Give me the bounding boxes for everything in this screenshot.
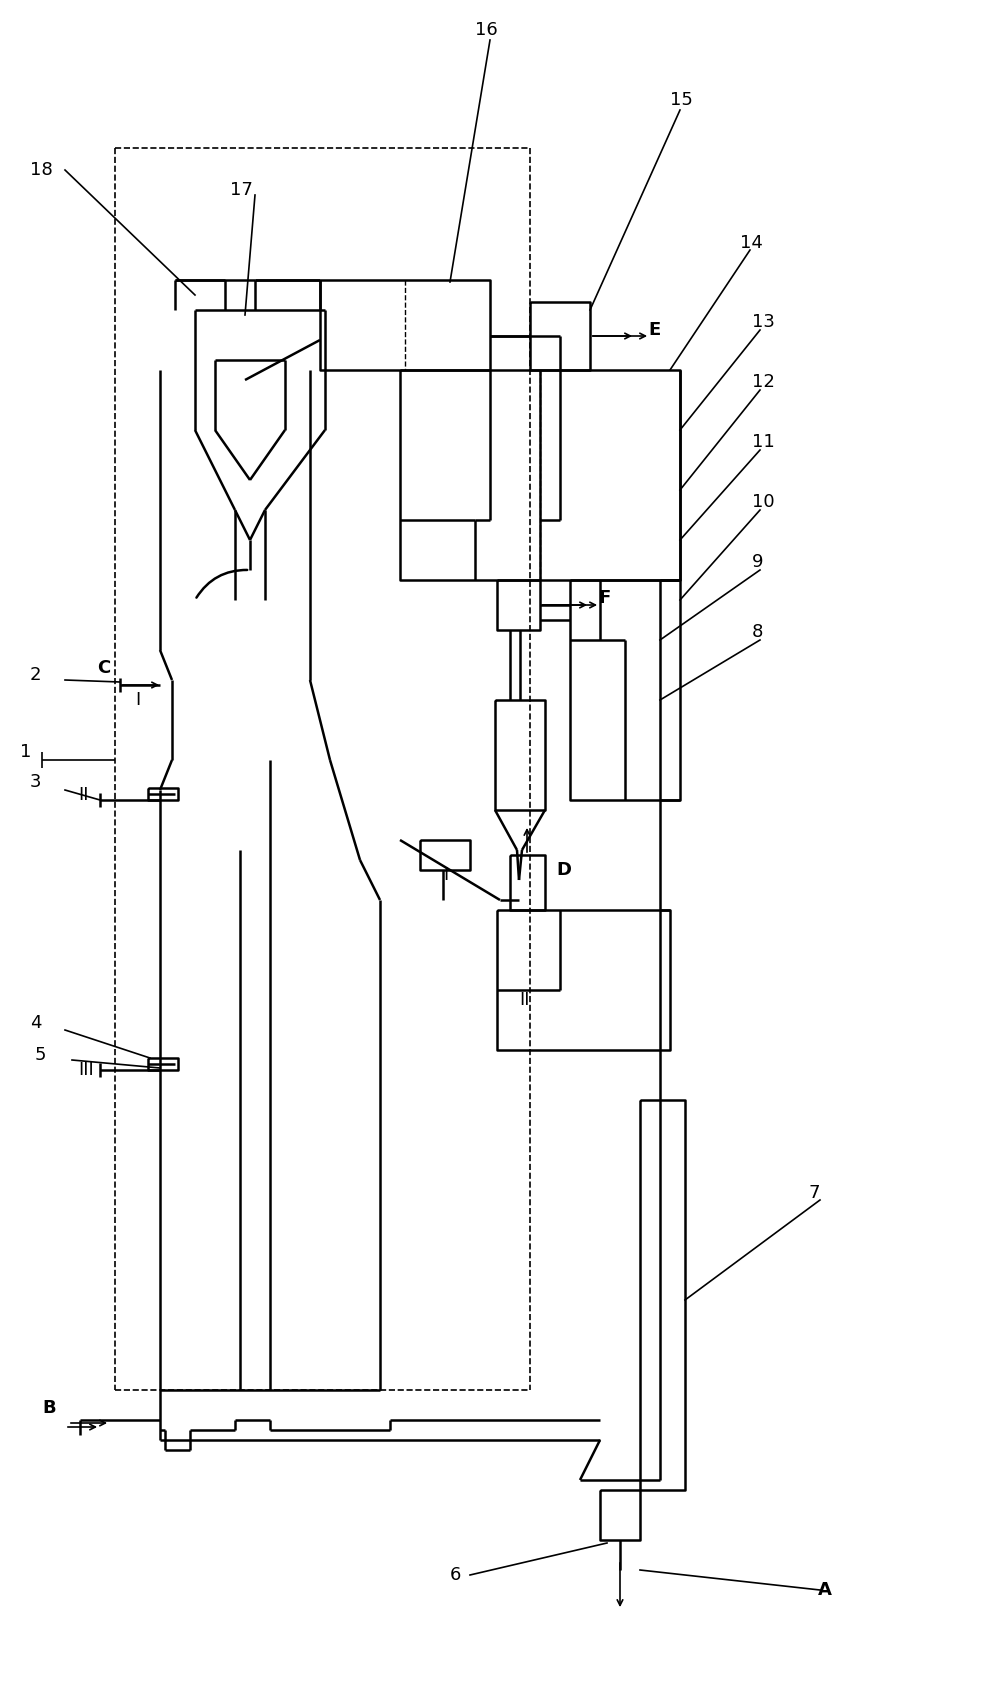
Text: A: A	[818, 1580, 832, 1599]
Text: E: E	[648, 321, 660, 338]
Text: III: III	[78, 1061, 94, 1079]
Text: 4: 4	[30, 1014, 42, 1032]
Text: 6: 6	[450, 1567, 461, 1584]
Text: 5: 5	[35, 1046, 47, 1064]
Text: II: II	[78, 787, 89, 804]
Text: 17: 17	[230, 181, 253, 200]
Text: C: C	[97, 658, 110, 677]
Text: 13: 13	[752, 313, 775, 332]
Text: D: D	[556, 861, 571, 880]
Text: I: I	[135, 690, 140, 709]
Text: 7: 7	[808, 1184, 820, 1201]
Text: F: F	[598, 589, 611, 607]
Text: 8: 8	[752, 623, 763, 641]
Text: I: I	[443, 866, 448, 883]
Text: 11: 11	[752, 433, 775, 452]
Text: 12: 12	[752, 372, 775, 391]
Text: II: II	[519, 992, 530, 1008]
Text: 3: 3	[30, 773, 42, 790]
Text: 1: 1	[20, 743, 32, 761]
Text: B: B	[42, 1399, 56, 1416]
Text: 15: 15	[670, 91, 693, 108]
Text: 14: 14	[740, 233, 763, 252]
Text: 18: 18	[30, 161, 53, 179]
Text: 10: 10	[752, 492, 775, 511]
Text: 9: 9	[752, 553, 764, 570]
Text: 16: 16	[475, 20, 498, 39]
Text: 2: 2	[30, 667, 42, 684]
